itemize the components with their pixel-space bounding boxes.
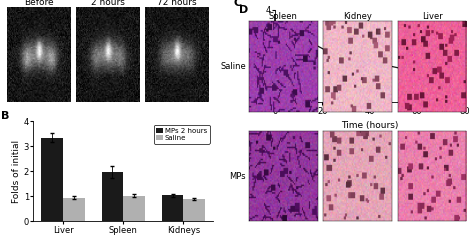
Title: Kidney: Kidney: [343, 12, 372, 21]
Bar: [63, 198, 85, 221]
Text: B: B: [1, 111, 9, 121]
Title: Spleen: Spleen: [269, 12, 298, 21]
Bar: [162, 195, 183, 221]
Y-axis label: Folds of initial: Folds of initial: [12, 140, 21, 203]
Bar: [101, 172, 123, 221]
X-axis label: Time (hours): Time (hours): [341, 121, 399, 130]
Bar: [41, 138, 63, 221]
Bar: [183, 199, 205, 221]
Bar: [123, 196, 145, 221]
Title: Before: Before: [24, 0, 54, 7]
Text: C: C: [233, 0, 241, 8]
Title: 2 hours: 2 hours: [91, 0, 125, 7]
Title: Liver: Liver: [422, 12, 442, 21]
Text: D: D: [239, 5, 249, 15]
Title: 72 hours: 72 hours: [157, 0, 196, 7]
Y-axis label: Saline: Saline: [220, 62, 246, 71]
Y-axis label: MPs: MPs: [229, 172, 246, 181]
Y-axis label: Folds of initial: Folds of initial: [255, 24, 264, 88]
Legend: MPs 2 hours, Saline: MPs 2 hours, Saline: [154, 125, 210, 144]
